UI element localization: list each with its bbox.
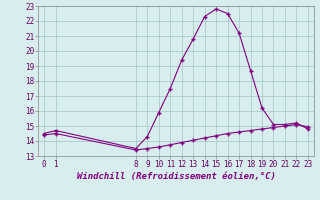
X-axis label: Windchill (Refroidissement éolien,°C): Windchill (Refroidissement éolien,°C) <box>76 172 276 181</box>
